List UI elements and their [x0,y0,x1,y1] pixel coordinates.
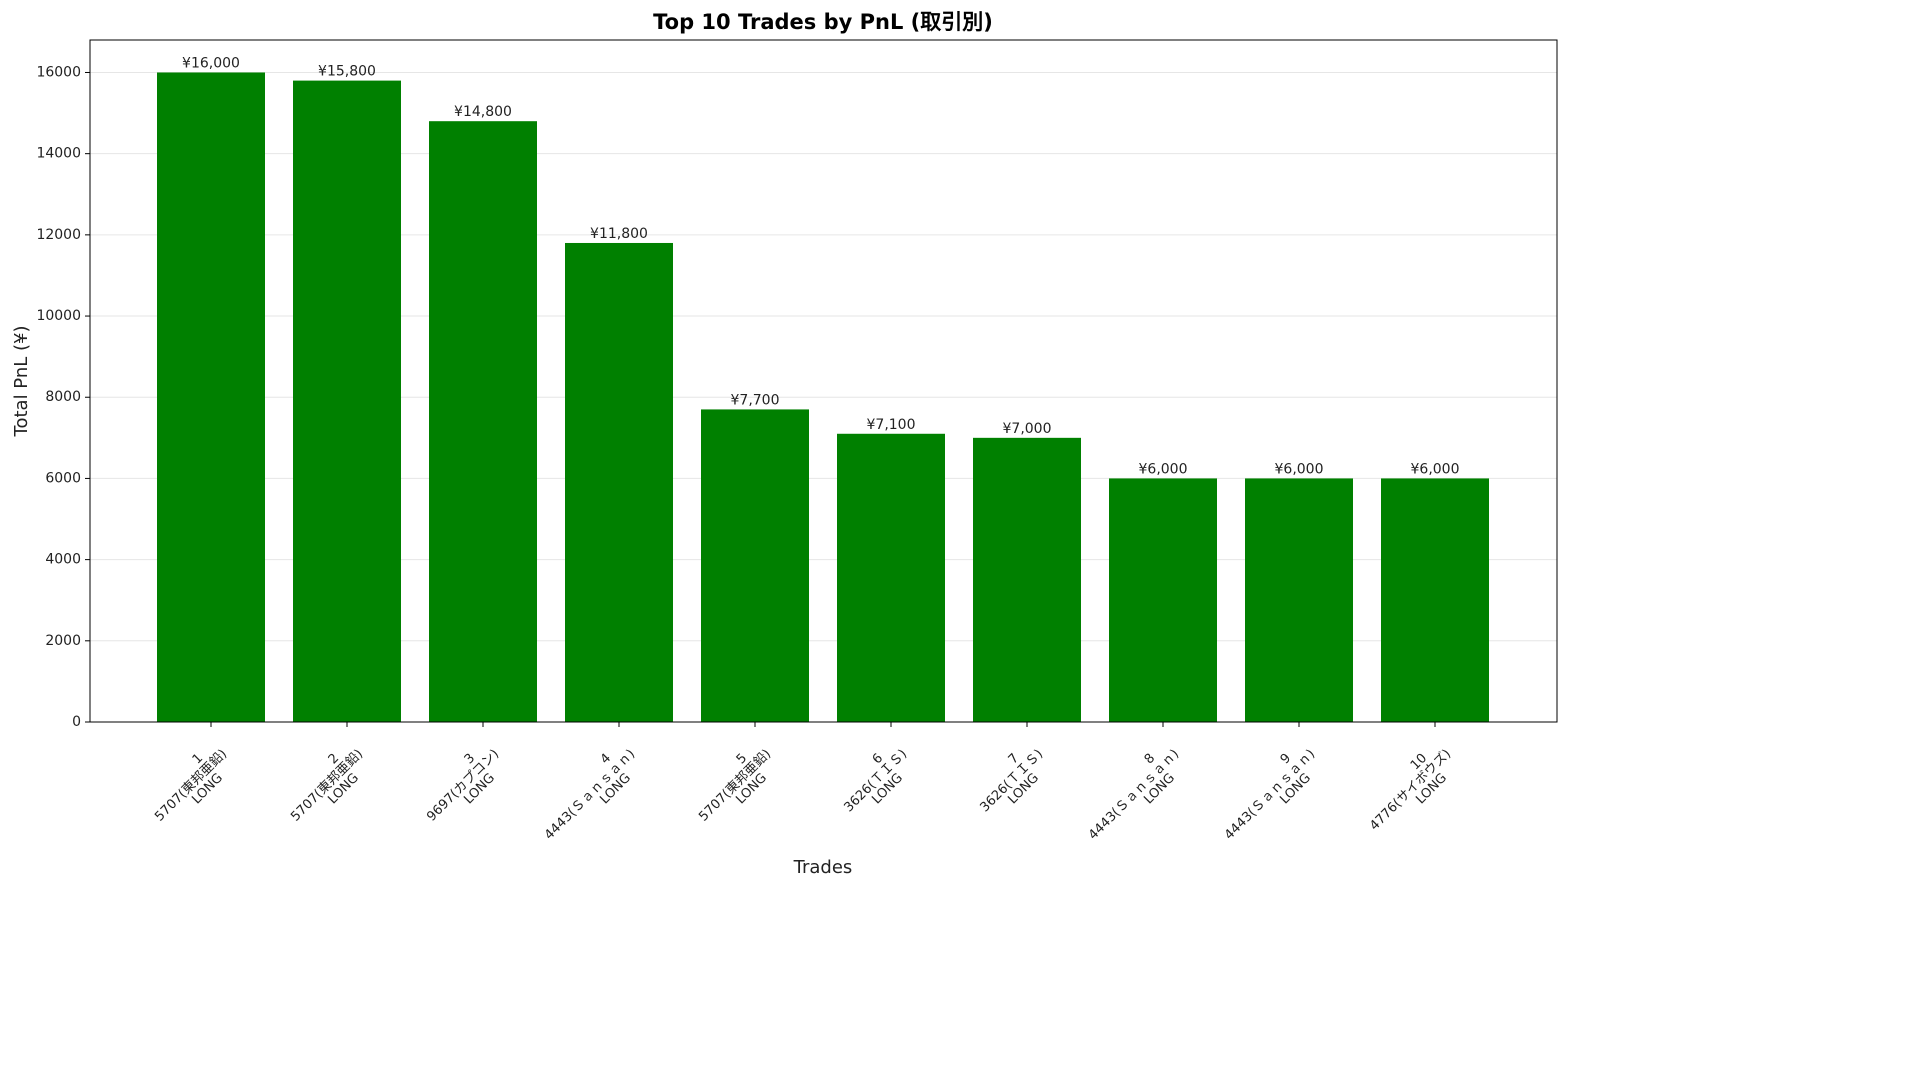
x-tick-label: 4443(Ｓａｎｓａｎ) [542,747,638,843]
value-label: ¥7,700 [731,392,780,408]
value-label: ¥7,000 [1003,421,1052,437]
bar [973,437,1081,722]
value-label: ¥6,000 [1139,461,1188,477]
y-tick-label: 16000 [36,64,81,80]
value-label: ¥7,100 [867,417,916,433]
bar [1245,478,1353,722]
value-label: ¥14,800 [454,104,512,120]
y-tick-label: 4000 [45,552,81,568]
value-label: ¥6,000 [1411,461,1460,477]
y-tick-label: 10000 [36,308,81,324]
y-tick-label: 8000 [45,389,81,405]
bar [429,121,537,722]
y-axis-label: Total PnL (¥) [11,326,32,438]
x-axis-label: Trades [793,857,853,878]
y-tick-label: 0 [72,714,81,730]
value-label: ¥6,000 [1275,461,1324,477]
bar [1381,478,1489,722]
chart-title: Top 10 Trades by PnL (取引別) [653,10,993,34]
bar [293,80,401,723]
y-tick-label: 2000 [45,633,81,649]
y-tick-label: 6000 [45,470,81,486]
plot-frame [89,39,1558,723]
bar [701,409,809,722]
bar [837,433,945,722]
x-tick-label: 4443(Ｓａｎｓａｎ) [1222,747,1318,843]
bar [565,242,673,722]
x-tick-label: 4443(Ｓａｎｓａｎ) [1086,747,1182,843]
bar [157,72,265,722]
y-tick-label: 14000 [36,146,81,162]
value-label: ¥16,000 [182,55,240,71]
y-tick-label: 12000 [36,227,81,243]
value-label: ¥11,800 [590,226,648,242]
value-label: ¥15,800 [318,64,376,80]
bar [1109,478,1217,722]
